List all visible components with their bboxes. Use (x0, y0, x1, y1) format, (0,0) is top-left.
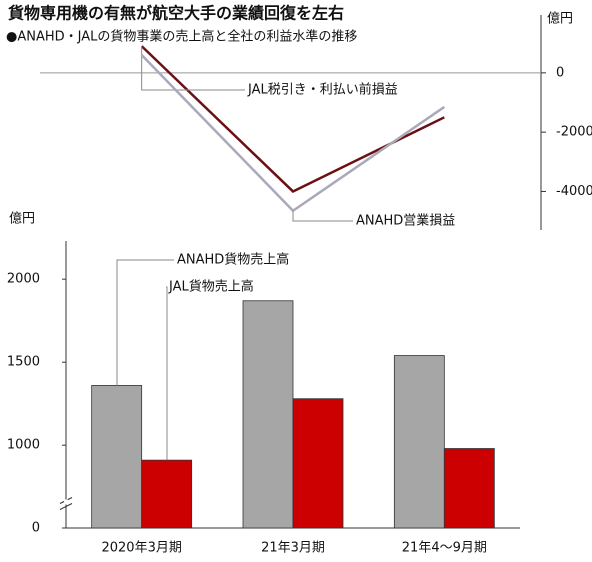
y-tick-label: 2000 (7, 272, 40, 287)
bar (292, 398, 344, 529)
series-label: ANAHD営業損益 (356, 213, 455, 229)
leader-line (292, 210, 353, 222)
y-axis-label: 億円 (9, 211, 35, 227)
y-tick-label: -2000 (556, 125, 592, 140)
bar (393, 355, 445, 529)
x-tick-label: 21年3月期 (261, 541, 325, 556)
y-tick-label: -4000 (556, 184, 592, 199)
bar (141, 459, 193, 529)
y-tick-label: 1000 (7, 438, 40, 453)
x-tick-label: 21年4～9月期 (402, 541, 487, 556)
bar (242, 300, 294, 529)
axis-break-gap (64, 499, 68, 505)
line (140, 54, 446, 213)
line (140, 45, 445, 193)
bar (443, 448, 495, 529)
series-label: ANAHD貨物売上高 (177, 252, 289, 268)
leader-line (116, 259, 174, 386)
series-label: JAL税引き・利払い前損益 (247, 82, 398, 98)
chart-title: 貨物専用機の有無が航空大手の業績回復を左右 (8, 4, 344, 23)
x-tick-label: 2020年3月期 (101, 541, 181, 556)
y-tick-label: 0 (32, 521, 40, 536)
series-label: JAL貨物売上高 (168, 279, 254, 295)
y-tick-label: 1500 (7, 355, 40, 370)
leader-line (141, 46, 245, 91)
chart-subtitle: ●ANAHD・JALの貨物事業の売上高と全社の利益水準の推移 (6, 29, 357, 45)
leader-line (166, 286, 168, 461)
y-tick-label: 0 (556, 65, 564, 80)
y-axis-label: 億円 (547, 11, 573, 27)
bar (91, 385, 143, 529)
